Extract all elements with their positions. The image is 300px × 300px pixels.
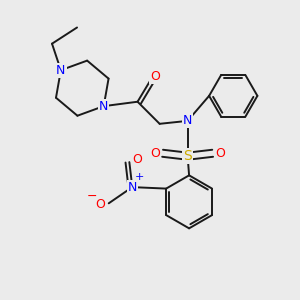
Text: +: + xyxy=(135,172,144,182)
Text: O: O xyxy=(132,153,142,166)
Text: −: − xyxy=(86,190,97,202)
Text: O: O xyxy=(150,147,160,160)
Text: O: O xyxy=(215,147,225,160)
Text: N: N xyxy=(99,100,108,112)
Text: N: N xyxy=(183,114,192,128)
Text: S: S xyxy=(183,149,192,163)
Text: O: O xyxy=(95,198,105,211)
Text: N: N xyxy=(128,181,137,194)
Text: N: N xyxy=(56,64,65,77)
Text: O: O xyxy=(150,70,160,83)
